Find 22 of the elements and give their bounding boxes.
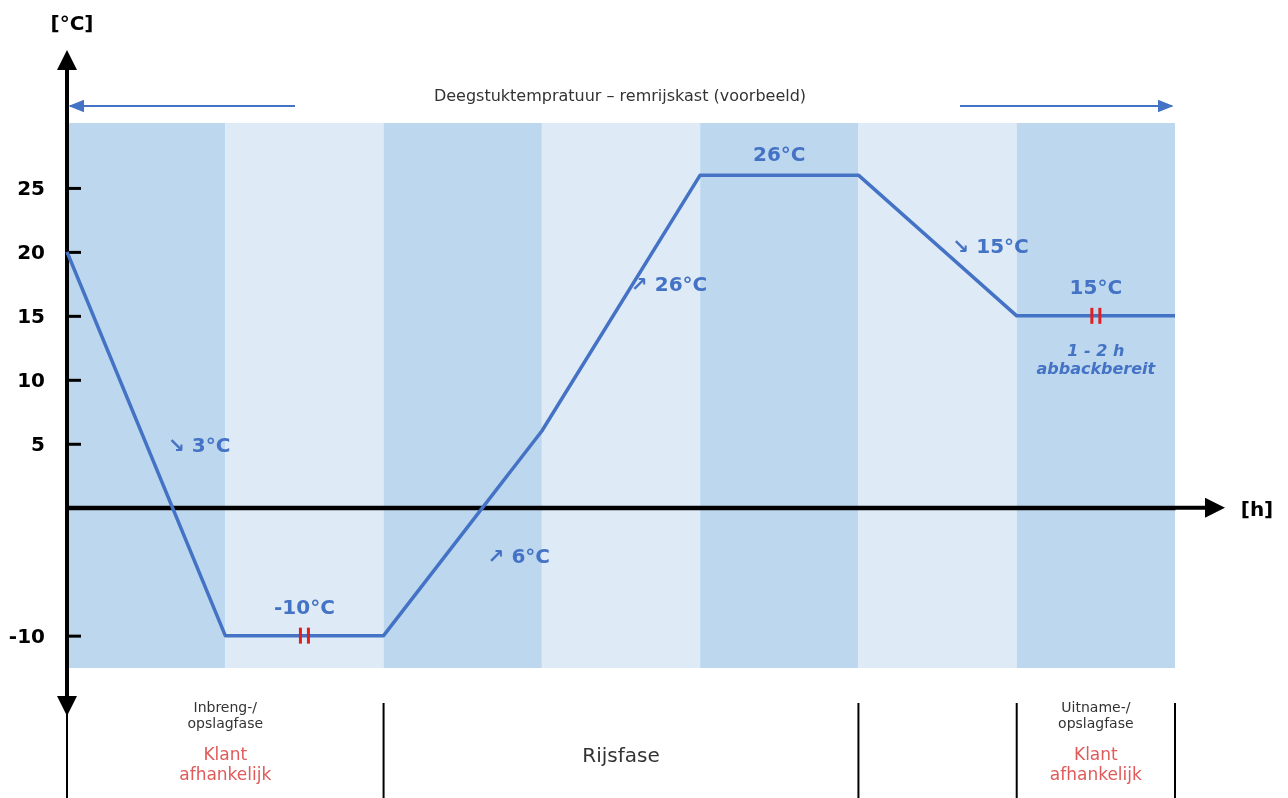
annotation: Uitname-/ opslagfase	[1058, 699, 1134, 732]
y-tick-label: 15	[17, 303, 45, 328]
annotation: 26°C	[753, 142, 806, 167]
y-tick-label: 20	[17, 239, 45, 264]
annotation: ↗ 26°C	[631, 272, 708, 297]
text: Klant afhankelijk	[179, 744, 272, 784]
annotation: ↘ 3°C	[168, 432, 231, 457]
text: [h]	[1240, 496, 1274, 521]
y-tick-label: 5	[31, 431, 45, 456]
annotation: 1 - 2 h abbackbereit	[1036, 340, 1157, 379]
y-tick-label: 25	[17, 175, 45, 200]
y-tick-label: -10	[8, 623, 45, 648]
annotation: Inbreng-/ opslagfase	[187, 699, 264, 732]
y-tick-label: 10	[17, 367, 45, 392]
text: Rijsfase	[582, 743, 660, 767]
text: Klant afhankelijk	[1049, 744, 1143, 784]
y-axis-title: [°C]	[50, 11, 94, 35]
annotation: ↘ 15°C	[952, 234, 1029, 259]
annotation: ↗ 6°C	[487, 544, 551, 569]
annotation: -10°C	[274, 594, 335, 619]
annotation: Deegstuktempratuur – remrijskast (voorbeeld)	[433, 86, 807, 105]
annotation: 15°C	[1069, 274, 1123, 299]
